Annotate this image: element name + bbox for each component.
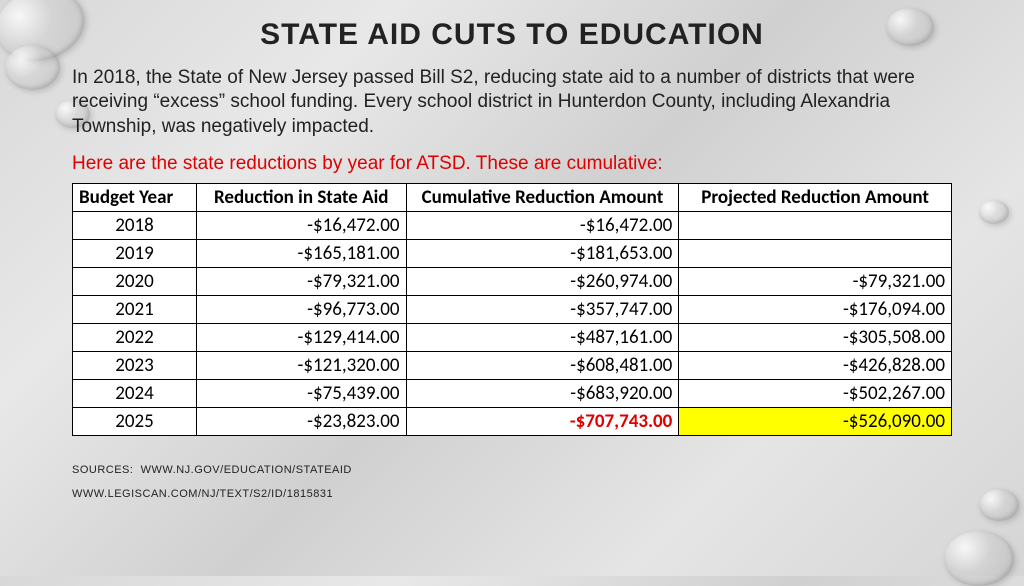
table-cell: -$683,920.00	[406, 379, 679, 407]
table-cell: 2020	[73, 267, 197, 295]
table-cell: 2021	[73, 295, 197, 323]
table-cell: -$121,320.00	[196, 351, 406, 379]
source-line-1: SOURCES: WWW.NJ.GOV/EDUCATION/STATEAID	[72, 464, 952, 476]
table-cell: -$357,747.00	[406, 295, 679, 323]
table-row: 2019-$165,181.00-$181,653.00	[73, 239, 952, 267]
table-row: 2018-$16,472.00-$16,472.00	[73, 211, 952, 239]
slide-content: STATE AID CUTS TO EDUCATION In 2018, the…	[0, 0, 1024, 500]
slide-title: STATE AID CUTS TO EDUCATION	[72, 18, 952, 52]
table-row: 2024-$75,439.00-$683,920.00-$502,267.00	[73, 379, 952, 407]
table-row: 2021-$96,773.00-$357,747.00-$176,094.00	[73, 295, 952, 323]
table-cell: -$176,094.00	[679, 295, 952, 323]
table-cell: -$707,743.00	[406, 407, 679, 435]
table-cell: 2024	[73, 379, 197, 407]
source-line-2: WWW.LEGISCAN.COM/NJ/TEXT/S2/ID/1815831	[72, 488, 952, 500]
table-cell: -$305,508.00	[679, 323, 952, 351]
table-cell	[679, 239, 952, 267]
intro-paragraph: In 2018, the State of New Jersey passed …	[72, 66, 952, 139]
col-projected: Projected Reduction Amount	[679, 183, 952, 211]
table-cell: 2023	[73, 351, 197, 379]
table-row: 2025-$23,823.00-$707,743.00-$526,090.00	[73, 407, 952, 435]
table-row: 2023-$121,320.00-$608,481.00-$426,828.00	[73, 351, 952, 379]
col-budget-year: Budget Year	[73, 183, 197, 211]
col-reduction: Reduction in State Aid	[196, 183, 406, 211]
reductions-table: Budget Year Reduction in State Aid Cumul…	[72, 183, 952, 436]
table-cell: -$426,828.00	[679, 351, 952, 379]
subtitle-text: Here are the state reductions by year fo…	[72, 153, 952, 175]
table-row: 2022-$129,414.00-$487,161.00-$305,508.00	[73, 323, 952, 351]
table-cell: 2019	[73, 239, 197, 267]
table-cell	[679, 211, 952, 239]
table-cell: -$260,974.00	[406, 267, 679, 295]
sources-block: SOURCES: WWW.NJ.GOV/EDUCATION/STATEAID W…	[72, 464, 952, 500]
table-cell: -$75,439.00	[196, 379, 406, 407]
table-cell: 2018	[73, 211, 197, 239]
table-row: 2020-$79,321.00-$260,974.00-$79,321.00	[73, 267, 952, 295]
table-cell: 2025	[73, 407, 197, 435]
table-cell: -$502,267.00	[679, 379, 952, 407]
table-cell: -$79,321.00	[196, 267, 406, 295]
sources-label: SOURCES:	[72, 464, 133, 476]
source-url-1: WWW.NJ.GOV/EDUCATION/STATEAID	[141, 464, 352, 476]
table-cell: -$526,090.00	[679, 407, 952, 435]
table-cell: -$96,773.00	[196, 295, 406, 323]
table-header-row: Budget Year Reduction in State Aid Cumul…	[73, 183, 952, 211]
table-cell: -$16,472.00	[406, 211, 679, 239]
table-cell: -$79,321.00	[679, 267, 952, 295]
droplet-decoration	[944, 531, 1014, 586]
table-cell: -$487,161.00	[406, 323, 679, 351]
table-cell: 2022	[73, 323, 197, 351]
table-cell: -$165,181.00	[196, 239, 406, 267]
table-cell: -$23,823.00	[196, 407, 406, 435]
table-cell: -$608,481.00	[406, 351, 679, 379]
table-cell: -$129,414.00	[196, 323, 406, 351]
col-cumulative: Cumulative Reduction Amount	[406, 183, 679, 211]
table-cell: -$16,472.00	[196, 211, 406, 239]
table-cell: -$181,653.00	[406, 239, 679, 267]
